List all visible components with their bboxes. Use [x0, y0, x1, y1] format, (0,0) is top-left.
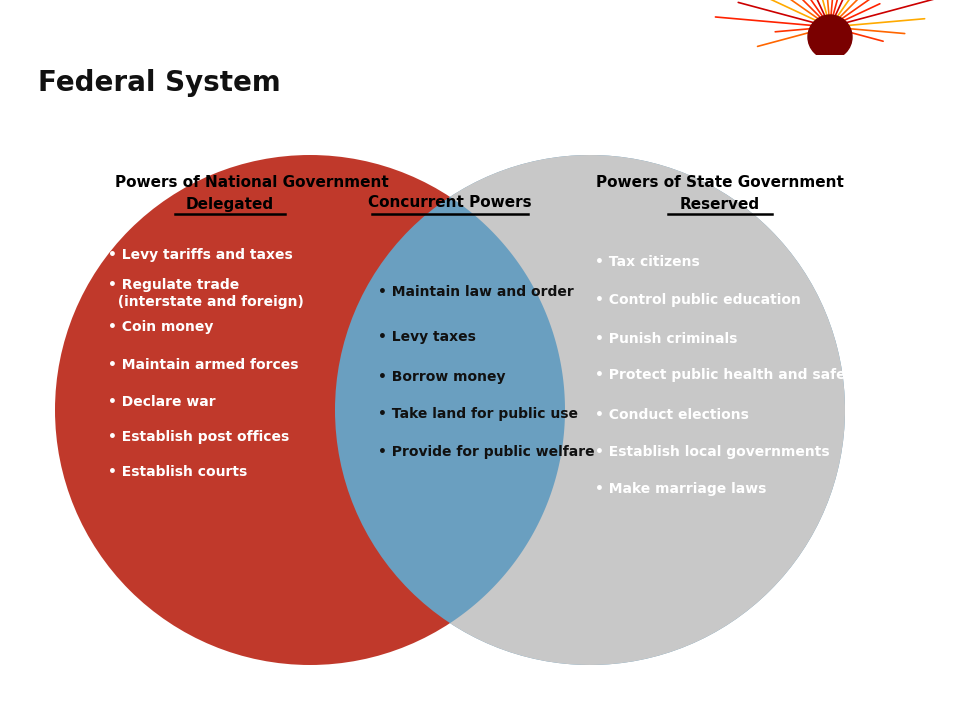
- Text: Delegated: Delegated: [186, 197, 274, 212]
- Text: • Establish courts: • Establish courts: [108, 465, 248, 479]
- Text: • Make marriage laws: • Make marriage laws: [595, 482, 766, 496]
- Circle shape: [55, 155, 565, 665]
- Text: • Coin money: • Coin money: [108, 320, 213, 334]
- Text: • Regulate trade
  (interstate and foreign): • Regulate trade (interstate and foreign…: [108, 278, 304, 310]
- Text: • Provide for public welfare: • Provide for public welfare: [378, 445, 594, 459]
- Text: Powers of National Government: Powers of National Government: [115, 175, 389, 190]
- Text: • Declare war: • Declare war: [108, 395, 216, 409]
- Text: • Levy taxes: • Levy taxes: [378, 330, 476, 344]
- Text: • Punish criminals: • Punish criminals: [595, 332, 737, 346]
- Polygon shape: [450, 155, 845, 665]
- Text: • Maintain law and order: • Maintain law and order: [378, 285, 574, 299]
- Text: Powers of State Government: Powers of State Government: [596, 175, 844, 190]
- Text: Concurrent Powers: Concurrent Powers: [369, 195, 532, 210]
- Circle shape: [335, 155, 845, 665]
- Text: • Protect public health and safety: • Protect public health and safety: [595, 368, 861, 382]
- Text: • Levy tariffs and taxes: • Levy tariffs and taxes: [108, 248, 293, 262]
- Text: • Take land for public use: • Take land for public use: [378, 407, 578, 421]
- Text: Federal System: Federal System: [38, 69, 280, 97]
- Text: • Establish local governments: • Establish local governments: [595, 445, 829, 459]
- Text: • Establish post offices: • Establish post offices: [108, 430, 289, 444]
- Text: • Conduct elections: • Conduct elections: [595, 408, 749, 422]
- Text: • Borrow money: • Borrow money: [378, 370, 506, 384]
- Text: • Maintain armed forces: • Maintain armed forces: [108, 358, 299, 372]
- Text: • Control public education: • Control public education: [595, 293, 801, 307]
- Text: • Tax citizens: • Tax citizens: [595, 255, 700, 269]
- Text: Reserved: Reserved: [680, 197, 760, 212]
- Circle shape: [808, 15, 852, 59]
